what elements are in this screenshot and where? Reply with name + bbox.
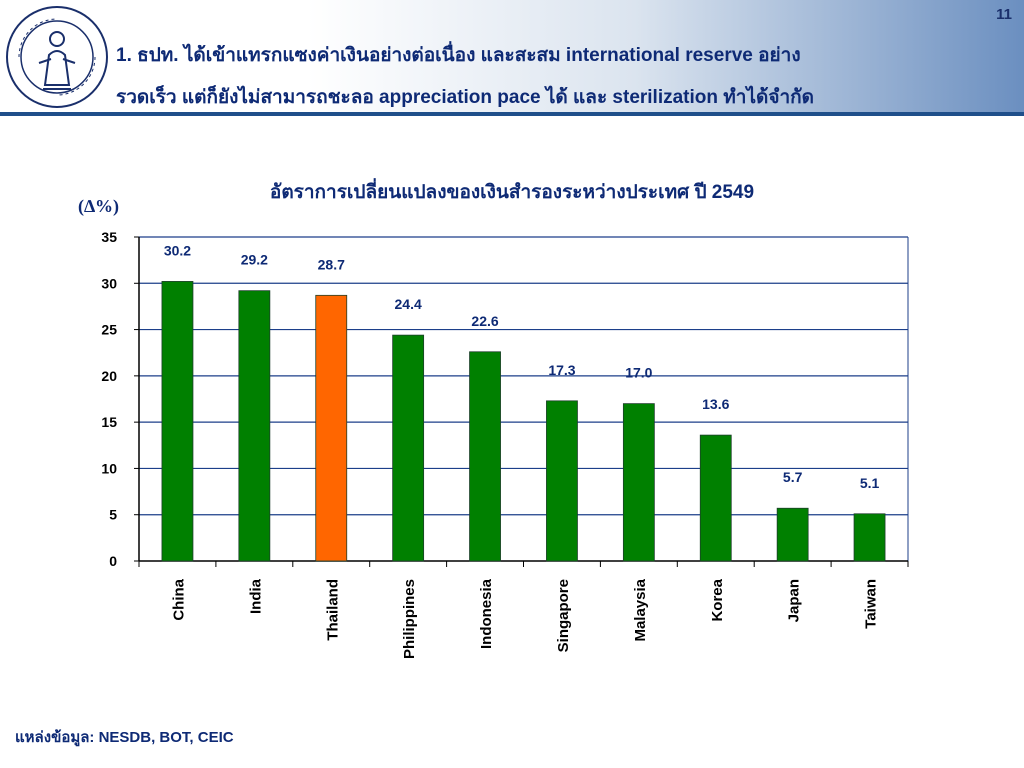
x-category-label-indonesia: Indonesia: [478, 578, 495, 649]
data-label-philippines: 24.4: [395, 296, 422, 312]
y-tick-label: 15: [101, 414, 117, 430]
data-label-korea: 13.6: [702, 396, 729, 412]
y-tick-label: 20: [101, 368, 117, 384]
bar-indonesia: [469, 351, 501, 562]
y-tick-label: 10: [101, 460, 117, 476]
x-category-label-japan: Japan: [786, 579, 803, 622]
bar-japan: [776, 507, 809, 562]
data-label-thailand: 28.7: [318, 256, 345, 272]
x-category-label-taiwan: Taiwan: [863, 579, 880, 629]
x-category-label-china: China: [170, 578, 187, 620]
bar-singapore: [546, 400, 578, 562]
bar-india: [238, 290, 271, 562]
bar-philippines: [392, 334, 425, 562]
x-category-label-malaysia: Malaysia: [632, 578, 649, 641]
y-tick-label: 30: [101, 275, 117, 291]
slide-title-line-2: รวดเร็ว แต่ก็ยังไม่สามารถชะลอ appreciati…: [116, 87, 815, 108]
y-tick-label: 35: [101, 229, 117, 245]
data-label-taiwan: 5.1: [860, 475, 880, 491]
bar-taiwan: [853, 513, 886, 562]
data-label-china: 30.2: [164, 242, 191, 258]
x-category-label-philippines: Philippines: [401, 579, 418, 659]
y-tick-label: 0: [109, 553, 117, 569]
x-category-label-singapore: Singapore: [555, 579, 572, 652]
y-axis-unit-label: (∆%): [78, 196, 120, 216]
data-label-indonesia: 22.6: [471, 313, 498, 329]
data-label-malaysia: 17.0: [625, 365, 652, 381]
slide-header: 1. ธปท. ได้เข้าแทรกแซงค่าเงินอย่างต่อเนื…: [0, 0, 1024, 112]
header-divider: [0, 112, 1024, 116]
bar-korea: [699, 434, 732, 562]
chart-title: อัตราการเปลี่ยนแปลงของเงินสำรองระหว่างปร…: [269, 182, 755, 203]
y-tick-label: 5: [109, 507, 117, 523]
bar-thailand: [315, 294, 348, 562]
x-category-label-korea: Korea: [709, 578, 726, 621]
x-category-label-india: India: [247, 578, 264, 614]
x-category-label-thailand: Thailand: [324, 579, 341, 641]
data-source-note: แหล่งข้อมูล: NESDB, BOT, CEIC: [15, 729, 234, 746]
bar-malaysia: [622, 403, 655, 562]
bank-of-thailand-seal-icon: [6, 6, 108, 108]
data-label-india: 29.2: [241, 252, 268, 268]
slide-title-line-1: 1. ธปท. ได้เข้าแทรกแซงค่าเงินอย่างต่อเนื…: [116, 45, 801, 66]
data-label-japan: 5.7: [783, 469, 803, 485]
y-tick-label: 25: [101, 322, 117, 338]
data-label-singapore: 17.3: [548, 362, 575, 378]
page-number: 11: [996, 6, 1012, 23]
bar-china: [161, 281, 194, 562]
